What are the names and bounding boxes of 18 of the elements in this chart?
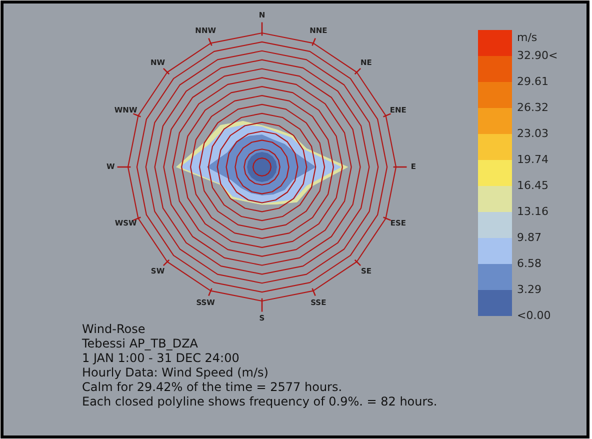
y-tick-label: 26.32 — [517, 101, 548, 114]
y-tick-label: 16.45 — [517, 179, 548, 192]
text: Hourly Data: Wind Speed (m/s) — [82, 366, 268, 380]
y-tick-label: 32.90< — [517, 49, 558, 62]
y-tick-label: 9.87 — [517, 231, 542, 244]
y-tick-label: <0.00 — [517, 309, 551, 322]
y-axis-title: m/s — [517, 31, 538, 44]
text: Each closed polyline shows frequency of 0.9%. = 82 hours. — [82, 394, 438, 408]
y-tick-label: 29.61 — [517, 75, 548, 88]
text: 1 JAN 1:00 - 31 DEC 24:00 — [82, 351, 240, 365]
y-tick-label: 13.16 — [517, 205, 548, 218]
y-tick-label: 19.74 — [517, 153, 548, 166]
y-tick-label: 6.58 — [517, 257, 542, 270]
y-tick-label: 3.29 — [517, 283, 542, 296]
text: Calm for 29.42% of the time = 2577 hours. — [82, 380, 342, 394]
text: Tebessi AP_TB_DZA — [81, 336, 199, 350]
text: Wind-Rose — [82, 322, 146, 336]
y-tick-label: 23.03 — [517, 127, 548, 140]
